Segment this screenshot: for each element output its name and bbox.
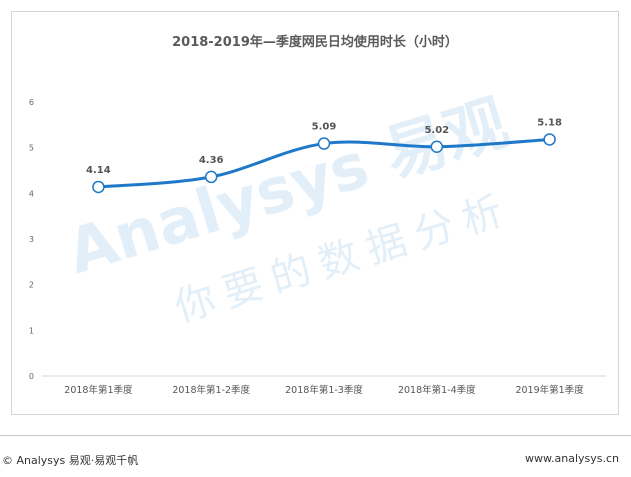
data-label: 5.09 bbox=[312, 122, 337, 133]
footer-copyright: © Analysys 易观·易观千帆 bbox=[2, 454, 139, 467]
y-tick-label: 0 bbox=[29, 372, 34, 381]
y-tick-label: 5 bbox=[29, 144, 34, 153]
x-tick-label: 2018年第1-4季度 bbox=[398, 384, 476, 396]
x-axis-ticks: 2018年第1季度 2018年第1-2季度 2018年第1-3季度 2018年第1-4… bbox=[64, 384, 584, 396]
data-point bbox=[204, 170, 218, 184]
y-tick-label: 2 bbox=[29, 281, 34, 290]
series-layer: 4.14 4.36 5.09 5.02 5.18 bbox=[86, 117, 562, 194]
data-point bbox=[430, 140, 444, 154]
x-tick-label: 2018年第1季度 bbox=[64, 384, 133, 396]
watermark: Analysys 易观 你要的数据分析 bbox=[59, 85, 518, 331]
footer-website[interactable]: www.analysys.cn bbox=[525, 452, 619, 465]
y-axis-ticks: 0 1 2 3 4 5 6 bbox=[29, 98, 34, 381]
data-label: 4.36 bbox=[199, 155, 224, 166]
x-tick-label: 2018年第1-3季度 bbox=[285, 384, 363, 396]
data-point bbox=[317, 137, 331, 150]
x-tick-label: 2019年第1季度 bbox=[515, 384, 584, 396]
data-point bbox=[92, 180, 105, 194]
y-tick-label: 1 bbox=[29, 326, 34, 335]
data-label: 4.14 bbox=[86, 165, 111, 176]
y-tick-label: 3 bbox=[29, 235, 34, 244]
y-tick-label: 6 bbox=[29, 98, 34, 107]
y-tick-label: 4 bbox=[29, 189, 34, 198]
chart-title: 2018-2019年—季度网民日均使用时长（小时） bbox=[172, 35, 458, 50]
footer-divider bbox=[0, 435, 631, 436]
x-tick-label: 2018年第1-2季度 bbox=[172, 384, 250, 396]
data-point bbox=[543, 133, 556, 146]
data-label: 5.02 bbox=[424, 125, 449, 136]
data-label: 5.18 bbox=[537, 117, 562, 128]
chart-card: 2018-2019年—季度网民日均使用时长（小时） Analysys 易观 你要… bbox=[11, 11, 619, 415]
